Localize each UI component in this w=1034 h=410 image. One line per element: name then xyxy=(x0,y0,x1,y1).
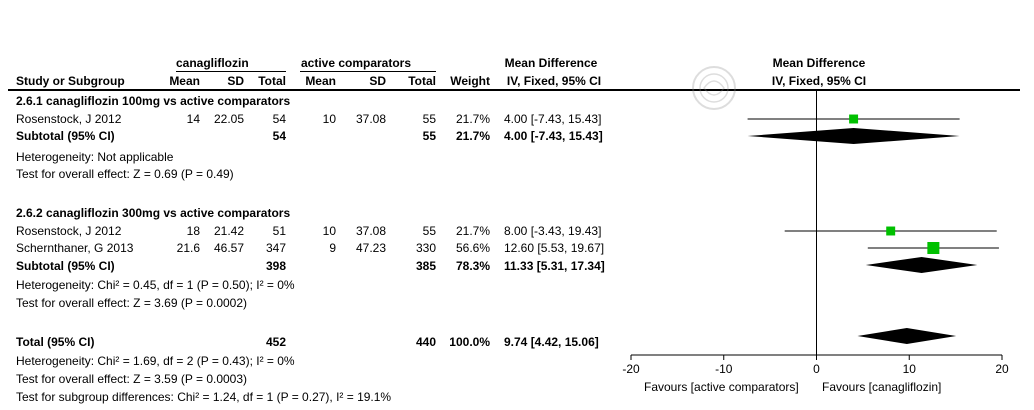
study-name: Schernthaner, G 2013 xyxy=(16,241,134,255)
study-ci: 4.00 [-7.43, 15.43] xyxy=(504,112,602,126)
study-total2: 55 xyxy=(422,112,436,126)
subtotal-label: Subtotal (95% CI) xyxy=(16,129,115,143)
header-sd2: SD xyxy=(369,74,386,88)
watermark-seal xyxy=(690,64,738,115)
study-point-marker xyxy=(927,242,940,254)
header-total2: Total xyxy=(408,74,436,88)
study-mean2: 10 xyxy=(322,112,336,126)
header-group1: canagliflozin xyxy=(176,56,249,70)
subtotal-total2: 55 xyxy=(422,129,436,143)
header-mean2: Mean xyxy=(305,74,336,88)
study-total2: 330 xyxy=(415,241,436,255)
header-total1: Total xyxy=(258,74,286,88)
x-tick-label: 0 xyxy=(813,362,820,376)
subtotal-label: Subtotal (95% CI) xyxy=(16,259,115,273)
study-sd2: 47.23 xyxy=(355,241,386,255)
study-ci: 8.00 [-3.43, 19.43] xyxy=(504,224,602,238)
study-weight: 21.7% xyxy=(455,112,490,126)
heterogeneity-text: Heterogeneity: Chi² = 0.45, df = 1 (P = … xyxy=(16,278,295,292)
study-name: Rosenstock, J 2012 xyxy=(16,224,122,238)
overall-effect-text: Test for overall effect: Z = 0.69 (P = 0… xyxy=(16,167,234,181)
study-total2: 55 xyxy=(422,224,436,238)
study-ci: 12.60 [5.53, 19.67] xyxy=(504,241,605,255)
summary-diamond xyxy=(865,257,978,273)
header-ci: IV, Fixed, 95% CI xyxy=(506,74,602,88)
study-point-marker xyxy=(886,226,896,236)
x-tick-label: 20 xyxy=(995,362,1009,376)
study-total1: 54 xyxy=(272,112,286,126)
total-overall-effect-text: Test for overall effect: Z = 3.59 (P = 0… xyxy=(16,372,248,386)
study-sd1: 46.57 xyxy=(213,241,244,255)
header-md: Mean Difference xyxy=(504,56,598,70)
header-mean1: Mean xyxy=(169,74,200,88)
subtotal-ci: 4.00 [-7.43, 15.43] xyxy=(504,129,603,143)
heterogeneity-text: Heterogeneity: Not applicable xyxy=(16,150,174,164)
study-sd2: 37.08 xyxy=(355,112,386,126)
subtotal-weight: 21.7% xyxy=(455,129,490,143)
x-tick-label: -20 xyxy=(622,362,640,376)
subtotal-total1: 398 xyxy=(265,259,286,273)
total-ci: 9.74 [4.42, 15.06] xyxy=(504,335,599,349)
x-tick-label: 10 xyxy=(903,362,917,376)
study-total1: 347 xyxy=(265,241,286,255)
total-total1: 452 xyxy=(265,335,286,349)
subgroup-differences-text: Test for subgroup differences: Chi² = 1.… xyxy=(16,390,392,404)
header-weight: Weight xyxy=(450,74,490,88)
study-mean2: 9 xyxy=(329,241,336,255)
subtotal-total1: 54 xyxy=(272,129,286,143)
subtotal-total2: 385 xyxy=(415,259,436,273)
header-ci-plot: IV, Fixed, 95% CI xyxy=(771,74,867,88)
total-label: Total (95% CI) xyxy=(16,335,95,349)
total-total2: 440 xyxy=(415,335,436,349)
summary-diamond xyxy=(857,328,957,344)
favours-left-label: Favours [active comparators] xyxy=(644,380,799,394)
study-sd2: 37.08 xyxy=(355,224,386,238)
study-mean1: 14 xyxy=(186,112,200,126)
study-mean2: 10 xyxy=(322,224,336,238)
header-sd1: SD xyxy=(227,74,244,88)
header-md-plot: Mean Difference xyxy=(772,56,866,70)
section2-title: 2.6.2 canagliflozin 300mg vs active comp… xyxy=(16,206,291,220)
study-name: Rosenstock, J 2012 xyxy=(16,112,122,126)
study-total1: 51 xyxy=(272,224,286,238)
x-tick-label: -10 xyxy=(715,362,733,376)
header-rule xyxy=(8,89,1020,91)
favours-right-label: Favours [canagliflozin] xyxy=(822,380,942,394)
total-weight: 100.0% xyxy=(449,335,490,349)
study-weight: 56.6% xyxy=(455,241,490,255)
total-heterogeneity-text: Heterogeneity: Chi² = 1.69, df = 2 (P = … xyxy=(16,354,295,368)
header-study: Study or Subgroup xyxy=(16,74,125,88)
summary-diamond xyxy=(747,128,960,144)
header-group2: active comparators xyxy=(300,56,412,70)
group2-underline xyxy=(300,71,436,72)
study-mean1: 21.6 xyxy=(176,241,200,255)
overall-effect-text: Test for overall effect: Z = 3.69 (P = 0… xyxy=(16,296,248,310)
study-mean1: 18 xyxy=(186,224,200,238)
study-sd1: 21.42 xyxy=(213,224,244,238)
study-point-marker xyxy=(849,114,859,124)
subtotal-ci: 11.33 [5.31, 17.34] xyxy=(504,259,605,273)
study-weight: 21.7% xyxy=(455,224,490,238)
group1-underline xyxy=(176,71,286,72)
study-sd1: 22.05 xyxy=(213,112,244,126)
subtotal-weight: 78.3% xyxy=(455,259,490,273)
section1-title: 2.6.1 canagliflozin 100mg vs active comp… xyxy=(16,94,291,108)
